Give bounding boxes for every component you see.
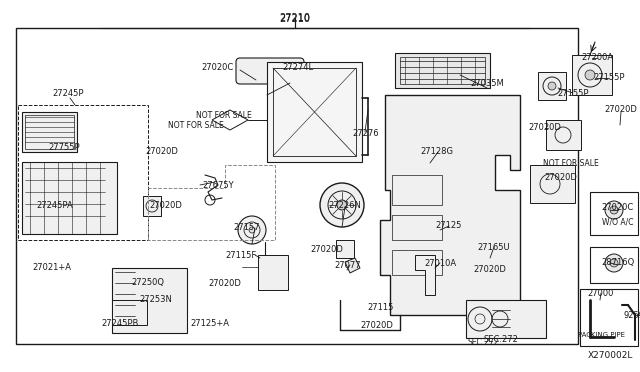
Text: 27035M: 27035M: [470, 78, 504, 87]
Text: 27210: 27210: [280, 13, 310, 23]
Circle shape: [610, 206, 618, 214]
Text: 27020C: 27020C: [202, 64, 234, 73]
Circle shape: [585, 70, 595, 80]
Text: 27274L: 27274L: [282, 64, 314, 73]
Bar: [112, 300, 147, 325]
Text: 27250Q: 27250Q: [131, 278, 164, 286]
Text: 27021+A: 27021+A: [33, 263, 72, 273]
Bar: [590, 192, 638, 235]
Text: 28716Q: 28716Q: [602, 259, 635, 267]
Text: 27165U: 27165U: [477, 243, 510, 251]
Bar: [572, 55, 612, 95]
Bar: [273, 68, 356, 156]
Text: 27245P: 27245P: [52, 89, 84, 97]
Bar: [143, 196, 161, 216]
Text: 27245PB: 27245PB: [101, 318, 139, 327]
Text: 27155P: 27155P: [557, 89, 589, 97]
Bar: [22, 162, 117, 234]
Bar: [530, 165, 575, 203]
Text: 27253N: 27253N: [140, 295, 172, 304]
Text: 27020D: 27020D: [209, 279, 241, 288]
Text: 27020C: 27020C: [602, 202, 634, 212]
Circle shape: [337, 200, 347, 210]
Text: NOT FOR SALE: NOT FOR SALE: [168, 122, 224, 131]
Bar: [538, 72, 566, 100]
Polygon shape: [380, 95, 520, 315]
Bar: [466, 300, 546, 338]
Bar: [580, 289, 638, 346]
Circle shape: [249, 227, 255, 233]
Text: 27276: 27276: [353, 129, 380, 138]
Bar: [336, 240, 354, 258]
Text: 27157: 27157: [234, 224, 260, 232]
Bar: [392, 175, 442, 205]
Text: 27077: 27077: [335, 260, 362, 269]
Bar: [18, 105, 148, 240]
Text: 27020D: 27020D: [145, 148, 179, 157]
Circle shape: [605, 201, 623, 219]
Text: 27128G: 27128G: [420, 148, 454, 157]
Bar: [112, 268, 187, 333]
Text: 27200A: 27200A: [581, 54, 613, 62]
Circle shape: [605, 254, 623, 272]
Text: 27000: 27000: [588, 289, 614, 298]
Text: 27115: 27115: [368, 304, 394, 312]
Text: 27675Y: 27675Y: [202, 180, 234, 189]
Circle shape: [238, 216, 266, 244]
Bar: [395, 53, 490, 88]
Text: 27020D: 27020D: [545, 173, 577, 182]
Bar: [22, 112, 77, 152]
Text: 27755P: 27755P: [48, 142, 80, 151]
Text: SEC.272: SEC.272: [468, 338, 499, 347]
Text: 27155P: 27155P: [593, 74, 625, 83]
Text: 27125+A: 27125+A: [191, 318, 230, 327]
Bar: [25, 115, 74, 149]
Text: NOT FOR SALE: NOT FOR SALE: [196, 112, 252, 121]
Text: 27020D: 27020D: [529, 124, 561, 132]
Bar: [16, 28, 578, 344]
Bar: [267, 62, 362, 162]
Text: W/O A/C: W/O A/C: [602, 218, 634, 227]
Text: 27020D: 27020D: [310, 246, 344, 254]
Text: 27020D: 27020D: [605, 106, 637, 115]
Text: PACKING PIPE: PACKING PIPE: [577, 332, 625, 338]
Text: 27210: 27210: [280, 14, 310, 24]
Text: 27010A: 27010A: [424, 259, 456, 267]
Text: 27020D: 27020D: [150, 201, 182, 209]
Text: 27125: 27125: [436, 221, 462, 231]
Text: 27245PA: 27245PA: [36, 201, 74, 209]
Circle shape: [610, 259, 618, 267]
Polygon shape: [415, 255, 435, 295]
Bar: [392, 250, 442, 275]
FancyBboxPatch shape: [236, 58, 304, 84]
Text: NOT FOR SALE: NOT FOR SALE: [543, 158, 599, 167]
Text: SEC.272: SEC.272: [484, 334, 518, 343]
Circle shape: [320, 183, 364, 227]
Text: 27020D: 27020D: [360, 321, 394, 330]
Bar: [392, 215, 442, 240]
Text: 27020D: 27020D: [474, 266, 506, 275]
Circle shape: [548, 82, 556, 90]
Bar: [590, 247, 638, 283]
Bar: [258, 255, 288, 290]
Text: 27226N: 27226N: [328, 202, 362, 211]
Text: X270002L: X270002L: [588, 350, 633, 359]
Text: 27115F: 27115F: [225, 250, 257, 260]
Polygon shape: [345, 258, 360, 273]
Text: 92590N: 92590N: [624, 311, 640, 320]
Bar: [546, 120, 581, 150]
Bar: [400, 57, 485, 84]
